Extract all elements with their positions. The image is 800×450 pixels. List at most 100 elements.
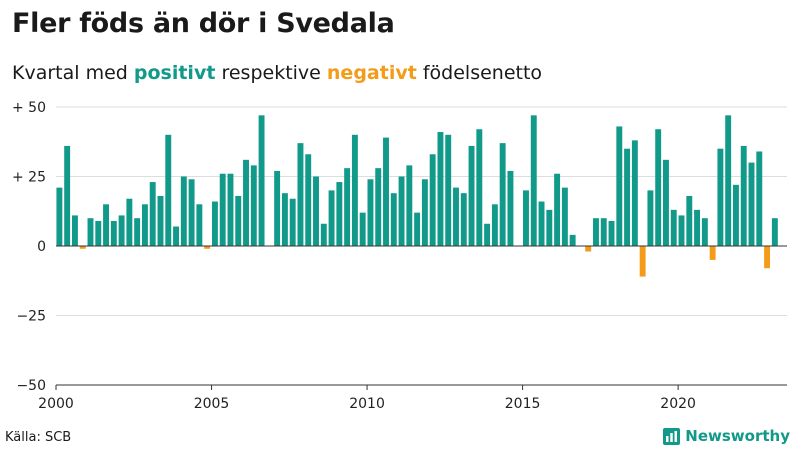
x-tick-label: 2005 xyxy=(194,396,230,412)
bar xyxy=(64,145,71,246)
bar xyxy=(165,134,172,246)
source-note: Källa: SCB xyxy=(5,430,72,445)
y-tick-label: + 25 xyxy=(12,170,46,186)
bars xyxy=(56,115,778,277)
y-axis-labels: + 50 + 25 0 −25 −50 xyxy=(12,100,46,394)
x-tick-label: 2010 xyxy=(349,396,385,412)
bar xyxy=(499,143,506,246)
y-tick-label: + 50 xyxy=(12,100,46,116)
bar xyxy=(733,184,739,246)
y-tick-label: −50 xyxy=(16,378,46,394)
x-axis: 2000 2005 2010 2015 2020 xyxy=(38,384,787,412)
bar xyxy=(561,187,568,246)
bar xyxy=(476,129,483,246)
bar xyxy=(313,176,319,246)
bar xyxy=(631,140,638,246)
bar xyxy=(95,220,102,246)
bar xyxy=(460,193,467,246)
bar xyxy=(740,145,747,246)
chart-logo-icon xyxy=(663,427,681,445)
bar xyxy=(670,209,677,246)
bar xyxy=(647,190,654,246)
bar xyxy=(608,220,615,246)
bar xyxy=(453,187,459,246)
y-tick-label: −25 xyxy=(16,309,46,325)
subtitle-prefix: Kvartal med xyxy=(12,62,134,84)
chart-subtitle: Kvartal med positivt respektive negativt… xyxy=(12,62,542,84)
bar xyxy=(429,154,436,246)
bar xyxy=(359,212,366,246)
bar xyxy=(173,226,179,246)
bar xyxy=(110,220,117,246)
bar xyxy=(686,195,693,246)
x-tick-label: 2020 xyxy=(660,396,696,412)
bar xyxy=(639,246,646,277)
bar xyxy=(406,165,413,246)
bar xyxy=(320,223,327,246)
bar xyxy=(414,212,421,246)
bar xyxy=(655,129,662,246)
bar xyxy=(274,170,281,246)
bar xyxy=(421,179,428,246)
bar xyxy=(624,148,631,246)
bar xyxy=(227,173,234,246)
bar xyxy=(196,204,203,246)
bar xyxy=(180,176,187,246)
bar xyxy=(771,218,778,246)
bar xyxy=(694,209,701,246)
bar xyxy=(593,218,599,246)
bar xyxy=(79,246,86,249)
subtitle-positive-word: positivt xyxy=(133,62,216,84)
newsworthy-logo[interactable]: Newsworthy xyxy=(663,427,790,445)
bar xyxy=(678,215,685,246)
bar xyxy=(297,143,304,246)
bar xyxy=(554,173,561,246)
bar xyxy=(709,246,716,260)
bar xyxy=(600,218,607,246)
bar xyxy=(281,193,288,246)
bar xyxy=(546,209,553,246)
bar xyxy=(134,218,141,246)
x-tick-label: 2015 xyxy=(505,396,541,412)
bar xyxy=(725,115,732,246)
bar xyxy=(126,198,133,246)
bar xyxy=(118,215,125,246)
bar xyxy=(538,201,545,246)
bar xyxy=(748,162,755,246)
bar xyxy=(585,246,592,252)
bar xyxy=(219,173,226,246)
bar xyxy=(701,218,708,246)
bar xyxy=(188,179,195,246)
bar-chart: + 50 + 25 0 −25 −50 2000 2005 2010 2015 2020 xyxy=(12,100,787,412)
bar xyxy=(250,165,257,246)
y-tick-label: 0 xyxy=(37,239,46,255)
bar xyxy=(663,159,669,246)
bar xyxy=(336,182,343,246)
bar xyxy=(756,151,763,246)
bar xyxy=(367,179,374,246)
bar xyxy=(149,182,156,246)
bar xyxy=(717,148,724,246)
chart-title: Fler föds än dör i Svedala xyxy=(12,8,395,39)
brand-name: Newsworthy xyxy=(685,427,790,445)
bar xyxy=(305,154,312,246)
x-tick-label: 2000 xyxy=(38,396,74,412)
bar xyxy=(258,115,265,246)
bar xyxy=(87,218,94,246)
bar xyxy=(390,193,397,246)
bar xyxy=(235,195,242,246)
bar xyxy=(530,115,537,246)
subtitle-suffix: födelsenetto xyxy=(416,62,543,84)
bar xyxy=(437,132,444,246)
bar xyxy=(445,134,452,246)
bar xyxy=(468,145,475,246)
bar xyxy=(351,134,358,246)
bar xyxy=(211,201,218,246)
bar xyxy=(383,137,389,246)
bar xyxy=(764,246,771,269)
bar xyxy=(103,204,109,246)
bar xyxy=(523,190,529,246)
subtitle-negative-word: negativt xyxy=(326,62,417,84)
bar xyxy=(507,170,514,246)
bar xyxy=(71,215,78,246)
